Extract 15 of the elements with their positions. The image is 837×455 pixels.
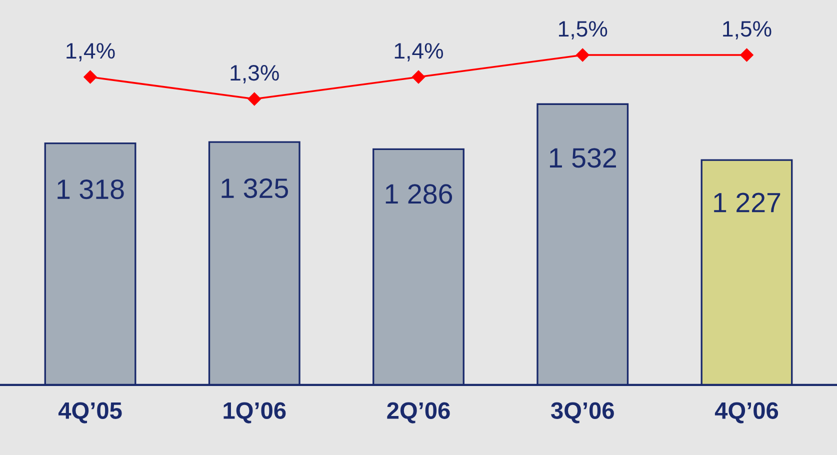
data-label: 1,4% bbox=[394, 43, 444, 62]
data-label: 1 318 bbox=[58, 179, 124, 200]
data-label: 1 286 bbox=[386, 184, 452, 204]
x-tick-label: 2Q’06 bbox=[387, 402, 450, 424]
data-label: 1,4% bbox=[66, 43, 115, 62]
data-label: 1,3% bbox=[230, 64, 279, 84]
x-tick-label: 4Q’05 bbox=[58, 402, 122, 424]
data-label: 1,5% bbox=[558, 21, 608, 40]
x-tick-label: 4Q’06 bbox=[714, 402, 778, 424]
data-label: 1 227 bbox=[714, 192, 780, 212]
data-label: 1,5% bbox=[723, 21, 772, 40]
data-label: 1 325 bbox=[222, 178, 288, 198]
data-label: 1 532 bbox=[550, 148, 616, 168]
x-tick-label: 3Q’06 bbox=[551, 402, 614, 424]
x-tick-label: 1Q’06 bbox=[224, 402, 286, 424]
